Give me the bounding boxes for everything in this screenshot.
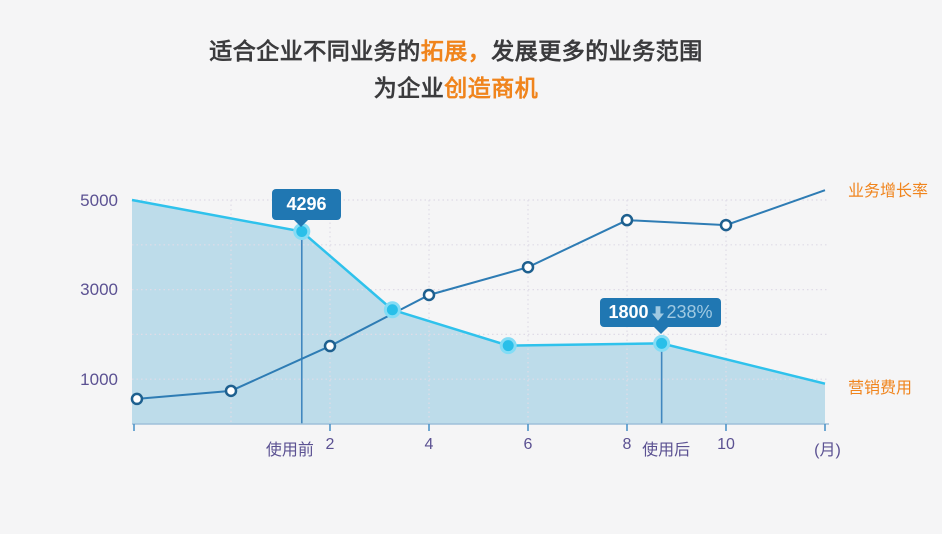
series-label-marketing-cost: 营销费用 bbox=[848, 380, 913, 397]
series-label-growth-rate: 业务增长率 bbox=[848, 183, 929, 200]
x-axis-label: 10 bbox=[717, 436, 735, 453]
growth-rate-marker bbox=[620, 213, 634, 227]
tooltip-pointer bbox=[654, 327, 668, 334]
title-line-1: 适合企业不同业务的拓展，发展更多的业务范围 bbox=[0, 36, 912, 66]
marketing-cost-area bbox=[132, 200, 825, 424]
x-axis-label: 使用前 bbox=[265, 442, 314, 459]
growth-rate-marker bbox=[422, 288, 436, 302]
y-axis-label: 1000 bbox=[80, 370, 118, 389]
title-segment: 创造商机 bbox=[444, 75, 539, 101]
marketing-cost-marker bbox=[653, 334, 671, 352]
y-axis-label: 3000 bbox=[80, 280, 118, 299]
x-axis-label: 4 bbox=[424, 436, 434, 453]
title-line-2: 为企业创造商机 bbox=[0, 73, 912, 103]
growth-rate-marker bbox=[521, 260, 535, 274]
marketing-cost-marker bbox=[383, 301, 401, 319]
page-title: 适合企业不同业务的拓展，发展更多的业务范围 为企业创造商机 bbox=[0, 36, 912, 103]
tooltip-pointer bbox=[294, 220, 308, 227]
title-segment: 发展更多的业务范围 bbox=[491, 38, 703, 64]
tooltip-value: 4296 bbox=[286, 194, 327, 214]
title-segment: 为企业 bbox=[373, 75, 445, 101]
growth-rate-marker bbox=[130, 392, 144, 406]
y-axis-label: 5000 bbox=[80, 191, 118, 210]
growth-rate-marker bbox=[224, 384, 238, 398]
tooltip-before-use: 4296 bbox=[272, 189, 341, 227]
x-axis-label: 6 bbox=[523, 436, 533, 453]
down-arrow-icon bbox=[651, 305, 664, 321]
tooltip-value: 1800 bbox=[608, 302, 649, 322]
marketing-cost-marker bbox=[499, 337, 517, 355]
growth-rate-line bbox=[136, 189, 826, 400]
title-segment: 适合企业不同业务的 bbox=[209, 38, 421, 64]
title-segment: 拓展， bbox=[420, 38, 492, 64]
tooltip-change-percent: 238% bbox=[666, 302, 713, 322]
x-axis-label: (月) bbox=[814, 442, 841, 459]
x-axis-label: 使用后 bbox=[642, 442, 691, 459]
x-axis-label: 8 bbox=[622, 436, 632, 453]
x-axis-label: 2 bbox=[325, 436, 335, 453]
marketing-cost-line bbox=[131, 198, 826, 385]
growth-rate-marker bbox=[323, 339, 337, 353]
tooltip-after-use: 1800 238% bbox=[600, 298, 721, 334]
growth-rate-marker bbox=[719, 218, 733, 232]
